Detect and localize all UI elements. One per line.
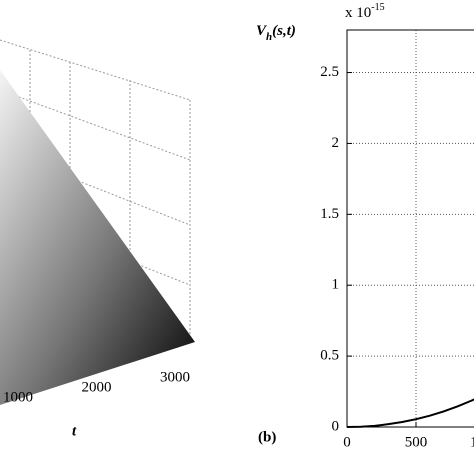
x-tick-label: 3000	[160, 369, 190, 385]
y-tick-label: 0	[332, 418, 340, 434]
y-tick-label: 2.5	[320, 64, 339, 80]
x-tick-label: 0	[343, 434, 351, 450]
line	[346, 398, 474, 428]
multiplier-exponent: -15	[371, 2, 384, 13]
x-tick-label: 2000	[82, 379, 112, 395]
x-tick-label: 1000	[3, 389, 33, 405]
panel-label: (b)	[258, 429, 276, 445]
x-tick-label: 1000	[470, 434, 474, 450]
x-tick-label: 500	[405, 434, 428, 450]
y-tick-label: 1	[332, 277, 340, 293]
y-tick-label: 0.5	[320, 348, 339, 364]
y-tick-label: 1.5	[320, 206, 339, 222]
y-multiplier: x 10-15	[345, 2, 385, 21]
ylabel-sub: h	[266, 31, 272, 43]
y-tick-label: 2	[332, 135, 340, 151]
multiplier-base: x 10	[345, 5, 371, 21]
x-axis-label: t	[72, 423, 77, 439]
ylabel-main: V	[256, 23, 268, 39]
ylabel-rest: (s,t)	[272, 23, 296, 39]
plot-frame	[346, 29, 474, 428]
y-axis-label: Vh(s,t)	[256, 23, 296, 42]
surface	[0, 70, 195, 405]
